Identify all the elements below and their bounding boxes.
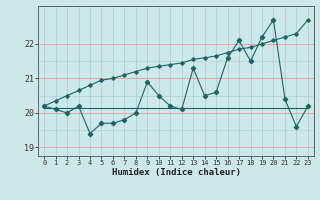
X-axis label: Humidex (Indice chaleur): Humidex (Indice chaleur): [111, 168, 241, 177]
